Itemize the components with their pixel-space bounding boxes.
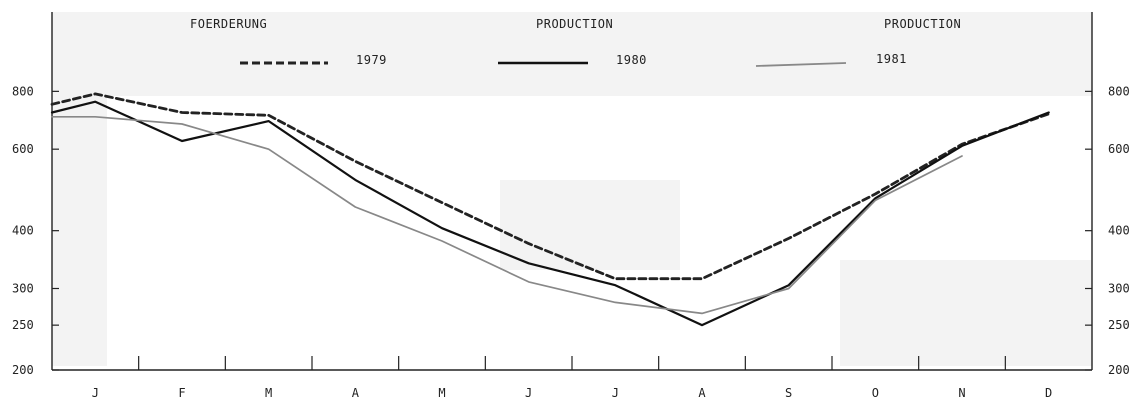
x-tick-label: D — [1045, 386, 1052, 399]
x-tick-label: A — [698, 386, 706, 399]
x-tick-label: M — [265, 386, 272, 399]
series-line-1980 — [50, 100, 1050, 327]
x-tick-label: O — [872, 386, 879, 399]
x-tick-label: J — [525, 386, 532, 399]
legend-swatch-1981 — [755, 62, 847, 67]
heading-center: PRODUCTION — [536, 17, 613, 31]
background-blocks — [52, 12, 1092, 366]
x-tick-label: F — [178, 386, 185, 399]
y-tick-label-right: 800 — [1108, 84, 1130, 98]
heading-left: FOERDERUNG — [190, 17, 267, 31]
x-tick-label: S — [785, 386, 792, 399]
series-line-1979 — [50, 92, 1051, 281]
y-tick-label-left: 200 — [12, 363, 34, 377]
y-tick-label-right: 250 — [1108, 318, 1130, 332]
series-line-1981 — [51, 115, 963, 315]
legend: 1979 1980 1981 — [240, 52, 907, 67]
x-tick-label: J — [612, 386, 619, 399]
legend-label-1979: 1979 — [356, 53, 387, 67]
y-tick-label-right: 200 — [1108, 363, 1130, 377]
y-tick-label-right: 300 — [1108, 282, 1130, 296]
x-tick-label: N — [958, 386, 965, 399]
y-tick-label-right: 400 — [1108, 224, 1130, 238]
y-tick-label-left: 400 — [12, 224, 34, 238]
y-tick-label-left: 250 — [12, 318, 34, 332]
y-tick-label-right: 600 — [1108, 142, 1130, 156]
x-tick-label: M — [438, 386, 445, 399]
x-tick-label: J — [92, 386, 99, 399]
legend-label-1980: 1980 — [616, 53, 647, 67]
y-tick-label-left: 300 — [12, 282, 34, 296]
y-axis-ticks: 800 600 400 300 250 200 800 600 400 300 250 200 — [12, 84, 1130, 377]
x-tick-label: A — [352, 386, 360, 399]
series-lines — [50, 92, 1051, 327]
y-tick-label-left: 600 — [12, 142, 34, 156]
y-tick-label-left: 800 — [12, 84, 34, 98]
heading-right: PRODUCTION — [884, 17, 961, 31]
legend-label-1981: 1981 — [876, 52, 907, 66]
